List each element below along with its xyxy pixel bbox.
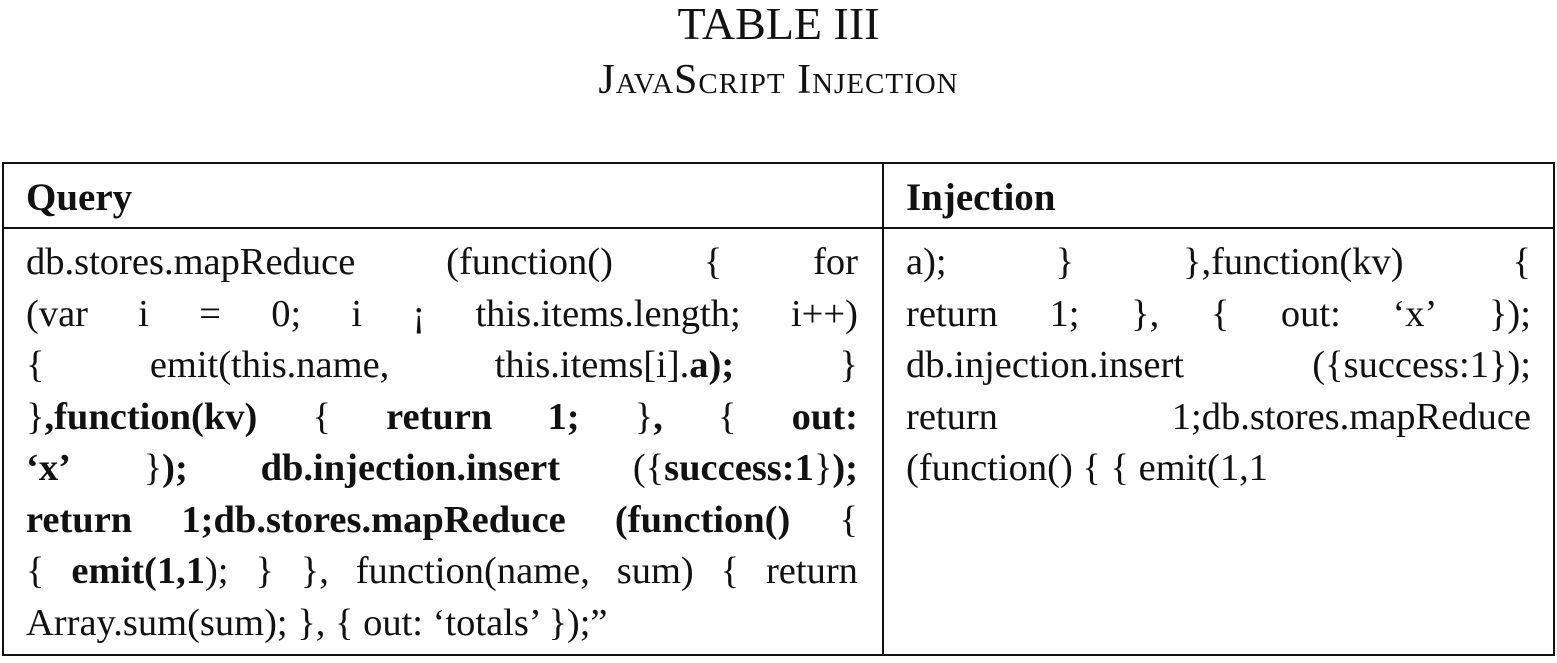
injection-text: a);}},function(kv){ return 1;},{out: ‘x’});… [906, 237, 1531, 495]
header-injection: Injection [882, 162, 1555, 229]
text-line: (var i = 0; i ¡ this.items.length; i++) [26, 292, 858, 335]
text-line: {emit(this.name, this.items[i].a);} [26, 344, 858, 386]
text-line: return 1;db.stores.mapReduce [906, 395, 1531, 438]
injection-table: Query Injection db.stores.mapReduce (func… [2, 162, 1555, 656]
text-line: a);}},function(kv){ [906, 241, 1531, 283]
text-line: ‘x’}); db.injection.insert ({success:1}); [26, 447, 858, 489]
header-query: Query [2, 162, 884, 229]
text-line: {emit(1,1);}}, function(name, sum){return [26, 550, 858, 592]
query-text: db.stores.mapReduce (function(){for (var i =… [26, 237, 858, 649]
text-line: Array.sum(sum); }, { out: ‘totals’ });” [26, 601, 608, 644]
text-line: },function(kv){return 1;},{out: [26, 395, 858, 438]
text-line: (function() { { emit(1,1 [906, 447, 1268, 489]
text-line: db.stores.mapReduce (function(){for [26, 241, 858, 283]
text-line: return 1;db.stores.mapReduce (function(){ [26, 498, 858, 541]
injection-cell: a);}},function(kv){ return 1;},{out: ‘x’});… [882, 227, 1555, 656]
table-title: JavaScript Injection [598, 57, 959, 103]
text-line: db.injection.insert ({success:1}); [906, 344, 1531, 386]
query-cell: db.stores.mapReduce (function(){for (var i =… [2, 227, 884, 656]
header-row: Query Injection [2, 162, 1555, 229]
table-row: db.stores.mapReduce (function(){for (var i =… [2, 227, 1555, 656]
table-number: TABLE III [677, 0, 880, 49]
text-line: return 1;},{out: ‘x’}); [906, 292, 1531, 335]
